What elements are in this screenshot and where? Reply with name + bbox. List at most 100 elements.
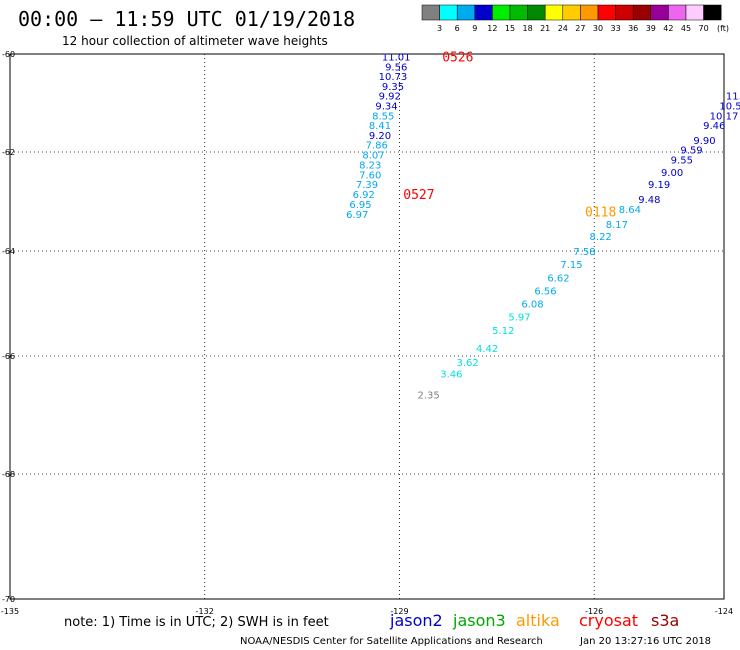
x-tick-label: -129	[390, 607, 408, 616]
wave-height-value: 9.46	[703, 121, 725, 132]
legend-entry: s3a	[651, 611, 679, 630]
colorbar-swatch	[562, 4, 581, 21]
wave-height-value: 9.00	[661, 168, 683, 179]
colorbar-unit-label: (ft)	[717, 24, 729, 33]
y-tick-label: -60	[2, 50, 15, 59]
wave-height-value: 10.96	[739, 82, 740, 93]
wave-height-value: 6.62	[547, 273, 569, 284]
wave-height-value: 9.90	[693, 136, 715, 147]
colorbar-tick-label: 27	[575, 24, 585, 33]
wave-height-value: 6.08	[521, 300, 543, 311]
grid	[10, 54, 724, 599]
colorbar-swatch	[474, 4, 493, 21]
page-title: 00:00 – 11:59 UTC 01/19/2018	[18, 7, 355, 31]
wave-height-value: 7.60	[359, 170, 381, 181]
colorbar-swatch	[703, 4, 722, 21]
wave-height-value: 9.48	[638, 195, 660, 206]
footer-credit: NOAA/NESDIS Center for Satellite Applica…	[240, 636, 543, 647]
wave-height-value: 10.73	[379, 72, 408, 83]
axis-labels: -135-132-129-126-123-124-60-62-64-66-68-…	[1, 50, 733, 616]
wave-height-value: 8.23	[359, 160, 381, 171]
colorbar-swatch	[685, 4, 704, 21]
legend-entry: jason3	[452, 611, 506, 630]
wave-height-value: 11.14	[726, 92, 740, 103]
colorbar: 3 6 9 12 15 18 21 24 27 30 33 36 39 42 45 70 (ft)	[421, 4, 729, 33]
colorbar-swatch	[650, 4, 669, 21]
wave-height-value: 3.46	[440, 370, 462, 381]
wave-height-value: 7.15	[560, 260, 582, 271]
wave-height-value: 10.51	[719, 101, 740, 112]
colorbar-swatch	[632, 4, 652, 21]
wave-height-value: 9.19	[648, 180, 670, 191]
wave-height-value: 8.55	[372, 111, 394, 122]
wave-height-value: 9.20	[369, 131, 391, 142]
wave-height-value: 6.92	[353, 190, 375, 201]
colorbar-tick-label: 9	[472, 24, 477, 33]
y-tick-label: -66	[2, 352, 15, 361]
wave-height-value: 5.12	[492, 326, 514, 337]
wave-height-value: 8.22	[590, 232, 612, 243]
colorbar-tick-label: 24	[558, 24, 568, 33]
colorbar-swatch	[615, 4, 634, 21]
wave-height-value: 3.62	[456, 358, 478, 369]
colorbar-swatch	[527, 4, 546, 21]
colorbar-swatch	[456, 4, 476, 21]
colorbar-tick-label: 3	[437, 24, 442, 33]
wave-height-value: 8.41	[369, 121, 391, 132]
wave-height-value: 8.64	[619, 205, 641, 216]
colorbar-swatch	[492, 4, 511, 21]
wave-height-value: 7.39	[356, 180, 378, 191]
colorbar-swatch	[439, 4, 458, 21]
footer-timestamp: Jan 20 13:27:16 UTC 2018	[579, 636, 711, 647]
colorbar-tick-label: 12	[487, 24, 497, 33]
colorbar-swatch	[421, 4, 440, 21]
colorbar-swatch	[597, 4, 616, 21]
y-tick-label: -62	[2, 148, 15, 157]
wave-height-value: 11.01	[382, 52, 411, 63]
wave-height-value: 8.17	[606, 220, 628, 231]
wave-height-value: 10.17	[710, 111, 739, 122]
wave-height-value: 9.35	[382, 82, 404, 93]
wave-height-value: 6.95	[349, 200, 371, 211]
satellite-legend: jason2 jason3 altika cryosat s3a	[389, 611, 679, 630]
colorbar-tick-label: 30	[593, 24, 603, 33]
colorbar-tick-label: 45	[681, 24, 691, 33]
colorbar-tick-label: 15	[505, 24, 515, 33]
legend-entry: jason2	[389, 611, 443, 630]
x-tick-label: -132	[196, 607, 214, 616]
colorbar-tick-label: 39	[646, 24, 656, 33]
x-tick-label: -135	[1, 607, 19, 616]
pass-label: 0527	[403, 188, 434, 203]
wave-height-value: 5.97	[508, 313, 530, 324]
pass-labels: 0526052701170118	[403, 50, 616, 220]
wave-height-value: 6.97	[346, 210, 368, 221]
wave-height-value: 4.42	[476, 344, 498, 355]
wave-height-value: 9.59	[680, 146, 702, 157]
colorbar-swatch	[544, 4, 564, 21]
page-subtitle: 12 hour collection of altimeter wave hei…	[62, 34, 328, 48]
x-tick-label: -124	[715, 607, 733, 616]
colorbar-tick-label: 18	[523, 24, 533, 33]
colorbar-swatch	[509, 4, 528, 21]
data-points: 11.019.5610.739.359.929.348.558.419.207.…	[346, 52, 740, 401]
plot-frame	[9, 53, 725, 600]
colorbar-tick-label: 42	[663, 24, 673, 33]
pass-label: 0118	[585, 205, 616, 220]
colorbar-tick-label: 21	[540, 24, 550, 33]
plot-area	[9, 53, 725, 600]
y-tick-label: -68	[2, 470, 15, 479]
legend-entry: altika	[516, 611, 560, 630]
wave-height-value: 9.55	[671, 155, 693, 166]
legend-entry: cryosat	[579, 611, 638, 630]
footer-note: note: 1) Time is in UTC; 2) SWH is in fe…	[64, 615, 329, 630]
colorbar-tick-label: 36	[628, 24, 638, 33]
wave-height-value: 9.56	[385, 62, 407, 73]
colorbar-tick-label: 70	[699, 24, 709, 33]
wave-height-value: 9.92	[379, 92, 401, 103]
x-tick-label: -126	[585, 607, 603, 616]
wave-height-value: 6.56	[534, 286, 556, 297]
colorbar-tick-label: 6	[455, 24, 460, 33]
pass-label: 0526	[442, 50, 473, 65]
y-tick-label: -64	[2, 247, 15, 256]
